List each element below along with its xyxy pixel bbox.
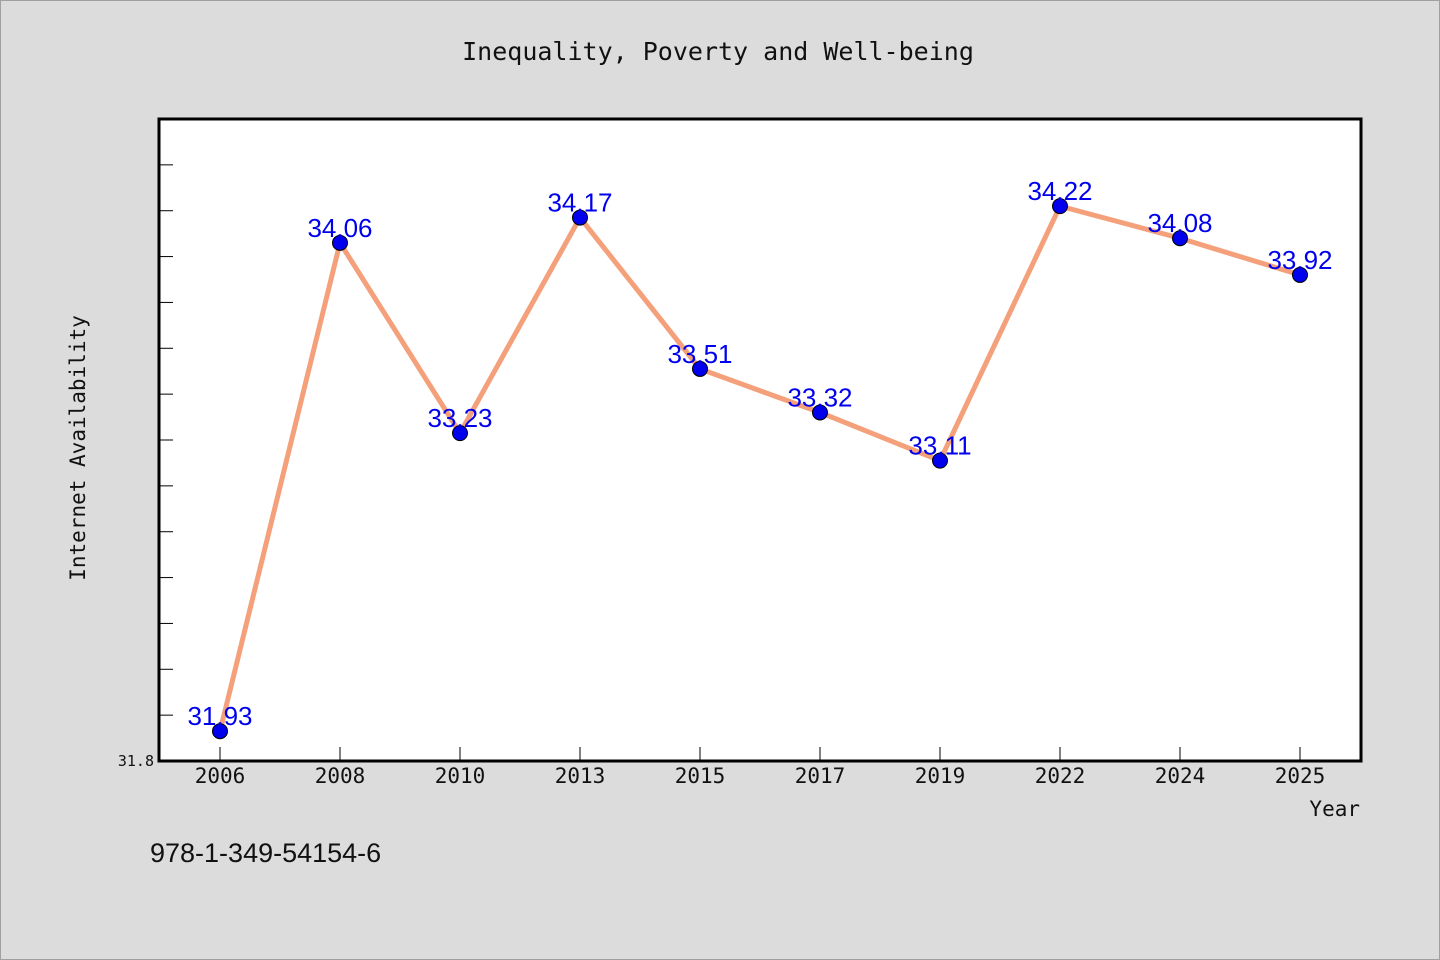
data-point [332,234,348,251]
y-axis-ticks [159,164,173,762]
x-tick-label: 2024 [1155,764,1206,788]
data-point [812,404,828,421]
x-tick-label: 2013 [555,764,606,788]
x-tick-labels: 2006 2008 2010 2013 2015 2017 2019 2022 2024 2025 [195,764,1326,788]
data-label: 31.93 [187,701,252,731]
x-tick-label: 2025 [1275,764,1326,788]
x-tick-label: 2010 [435,764,486,788]
data-label: 33.51 [667,339,732,369]
series-line [217,203,1301,732]
x-tick-label: 2008 [315,764,366,788]
data-label: 34.22 [1027,176,1092,206]
data-point [1292,266,1308,283]
data-label: 34.17 [547,188,612,218]
x-tick-label: 2006 [195,764,246,788]
x-tick-label: 2022 [1035,764,1086,788]
data-point [1052,198,1068,215]
data-label: 33.32 [787,382,852,412]
data-label: 34.08 [1147,208,1212,238]
chart-title: Inequality, Poverty and Well-being [462,37,974,66]
y-axis-label: Internet Availability [66,315,90,581]
data-label: 34.06 [307,213,372,243]
data-points [212,198,1308,740]
y-tick-label: 31.8 [118,752,154,770]
x-tick-label: 2019 [915,764,966,788]
series-line-group [217,203,1301,732]
data-label: 33.23 [427,403,492,433]
data-point [212,723,228,740]
x-tick-label: 2017 [795,764,846,788]
data-label: 33.92 [1267,245,1332,275]
data-point [692,360,708,377]
data-point [1172,230,1188,247]
data-point [452,425,468,442]
data-point [572,209,588,226]
x-axis-ticks [219,747,1301,761]
data-label: 33.11 [908,431,971,461]
data-point [932,452,948,469]
isbn-text: 978-1-349-54154-6 [150,838,381,868]
data-labels: 31.93 34.06 33.23 34.17 33.51 33.32 33.11 34.22… [187,176,1332,731]
plot-area [157,117,1363,763]
x-axis-label: Year [1309,797,1360,821]
x-tick-label: 2015 [675,764,726,788]
